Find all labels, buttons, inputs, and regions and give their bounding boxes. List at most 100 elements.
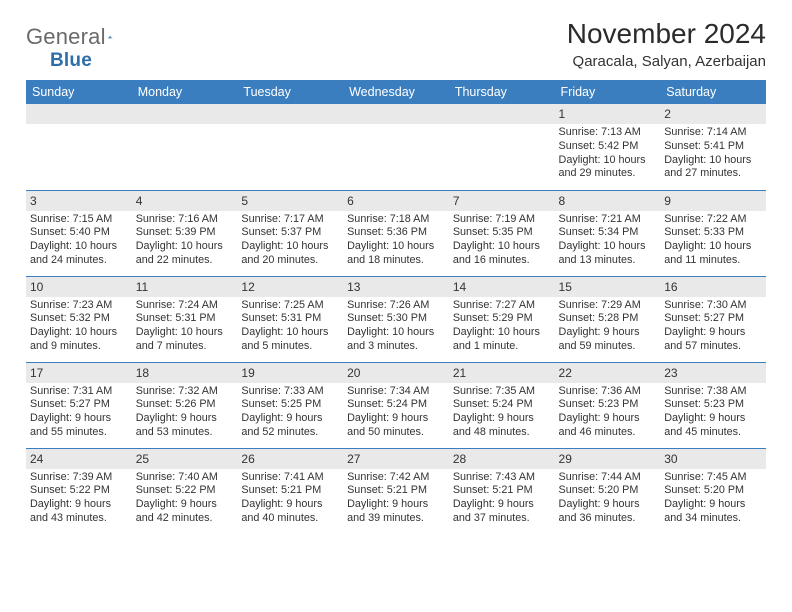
day-details: Sunrise: 7:32 AMSunset: 5:26 PMDaylight:… — [132, 383, 238, 443]
day-number-empty — [449, 104, 555, 124]
day-details: Sunrise: 7:26 AMSunset: 5:30 PMDaylight:… — [343, 297, 449, 357]
calendar-header-row: SundayMondayTuesdayWednesdayThursdayFrid… — [26, 80, 766, 104]
daylight-text: Daylight: 10 hours and 9 minutes. — [30, 326, 128, 354]
daylight-text: Daylight: 10 hours and 27 minutes. — [664, 154, 762, 182]
day-details: Sunrise: 7:43 AMSunset: 5:21 PMDaylight:… — [449, 469, 555, 529]
sunset-text: Sunset: 5:21 PM — [453, 484, 551, 498]
calendar-cell: 6Sunrise: 7:18 AMSunset: 5:36 PMDaylight… — [343, 190, 449, 276]
calendar-cell: 25Sunrise: 7:40 AMSunset: 5:22 PMDayligh… — [132, 448, 238, 534]
daylight-text: Daylight: 9 hours and 50 minutes. — [347, 412, 445, 440]
day-number-empty — [237, 104, 343, 124]
sunrise-text: Sunrise: 7:45 AM — [664, 471, 762, 485]
daylight-text: Daylight: 9 hours and 53 minutes. — [136, 412, 234, 440]
sunset-text: Sunset: 5:39 PM — [136, 226, 234, 240]
day-number-empty — [343, 104, 449, 124]
day-number: 2 — [660, 104, 766, 124]
sunset-text: Sunset: 5:28 PM — [559, 312, 657, 326]
sunset-text: Sunset: 5:32 PM — [30, 312, 128, 326]
calendar-cell: 19Sunrise: 7:33 AMSunset: 5:25 PMDayligh… — [237, 362, 343, 448]
day-number: 12 — [237, 277, 343, 297]
daylight-text: Daylight: 10 hours and 3 minutes. — [347, 326, 445, 354]
day-number: 23 — [660, 363, 766, 383]
daylight-text: Daylight: 10 hours and 7 minutes. — [136, 326, 234, 354]
day-details: Sunrise: 7:41 AMSunset: 5:21 PMDaylight:… — [237, 469, 343, 529]
sunrise-text: Sunrise: 7:43 AM — [453, 471, 551, 485]
daylight-text: Daylight: 10 hours and 18 minutes. — [347, 240, 445, 268]
day-number: 15 — [555, 277, 661, 297]
day-details: Sunrise: 7:25 AMSunset: 5:31 PMDaylight:… — [237, 297, 343, 357]
daylight-text: Daylight: 9 hours and 43 minutes. — [30, 498, 128, 526]
calendar-cell: 21Sunrise: 7:35 AMSunset: 5:24 PMDayligh… — [449, 362, 555, 448]
sunrise-text: Sunrise: 7:16 AM — [136, 213, 234, 227]
day-number: 5 — [237, 191, 343, 211]
weekday-heading: Friday — [555, 80, 661, 104]
calendar-cell: 27Sunrise: 7:42 AMSunset: 5:21 PMDayligh… — [343, 448, 449, 534]
calendar-cell: 20Sunrise: 7:34 AMSunset: 5:24 PMDayligh… — [343, 362, 449, 448]
day-number: 30 — [660, 449, 766, 469]
sunset-text: Sunset: 5:22 PM — [136, 484, 234, 498]
day-number: 22 — [555, 363, 661, 383]
weekday-heading: Sunday — [26, 80, 132, 104]
day-number: 8 — [555, 191, 661, 211]
day-details: Sunrise: 7:33 AMSunset: 5:25 PMDaylight:… — [237, 383, 343, 443]
day-number: 17 — [26, 363, 132, 383]
day-number-empty — [132, 104, 238, 124]
sunset-text: Sunset: 5:37 PM — [241, 226, 339, 240]
sunset-text: Sunset: 5:42 PM — [559, 140, 657, 154]
daylight-text: Daylight: 10 hours and 16 minutes. — [453, 240, 551, 268]
sunrise-text: Sunrise: 7:25 AM — [241, 299, 339, 313]
sunrise-text: Sunrise: 7:18 AM — [347, 213, 445, 227]
sunset-text: Sunset: 5:40 PM — [30, 226, 128, 240]
calendar-cell: 13Sunrise: 7:26 AMSunset: 5:30 PMDayligh… — [343, 276, 449, 362]
sunset-text: Sunset: 5:34 PM — [559, 226, 657, 240]
day-details: Sunrise: 7:31 AMSunset: 5:27 PMDaylight:… — [26, 383, 132, 443]
day-number: 7 — [449, 191, 555, 211]
sunset-text: Sunset: 5:21 PM — [241, 484, 339, 498]
daylight-text: Daylight: 9 hours and 59 minutes. — [559, 326, 657, 354]
sunset-text: Sunset: 5:23 PM — [664, 398, 762, 412]
sunset-text: Sunset: 5:30 PM — [347, 312, 445, 326]
daylight-text: Daylight: 10 hours and 22 minutes. — [136, 240, 234, 268]
day-details: Sunrise: 7:21 AMSunset: 5:34 PMDaylight:… — [555, 211, 661, 271]
weekday-heading: Tuesday — [237, 80, 343, 104]
calendar-cell: 23 Sunrise: 7:38 AMSunset: 5:23 PMDayligh… — [660, 362, 766, 448]
day-number: 26 — [237, 449, 343, 469]
sunrise-text: Sunrise: 7:38 AM — [664, 385, 762, 399]
calendar-row: 10Sunrise: 7:23 AMSunset: 5:32 PMDayligh… — [26, 276, 766, 362]
calendar-cell: 3Sunrise: 7:15 AMSunset: 5:40 PMDaylight… — [26, 190, 132, 276]
day-details: Sunrise: 7:42 AMSunset: 5:21 PMDaylight:… — [343, 469, 449, 529]
sunrise-text: Sunrise: 7:36 AM — [559, 385, 657, 399]
day-number: 19 — [237, 363, 343, 383]
calendar-row: 3Sunrise: 7:15 AMSunset: 5:40 PMDaylight… — [26, 190, 766, 276]
logo: General — [26, 18, 136, 50]
sunrise-text: Sunrise: 7:35 AM — [453, 385, 551, 399]
calendar-row: 24Sunrise: 7:39 AMSunset: 5:22 PMDayligh… — [26, 448, 766, 534]
calendar-row: 1Sunrise: 7:13 AMSunset: 5:42 PMDaylight… — [26, 104, 766, 190]
calendar-cell: 30Sunrise: 7:45 AMSunset: 5:20 PMDayligh… — [660, 448, 766, 534]
sunset-text: Sunset: 5:26 PM — [136, 398, 234, 412]
calendar-row: 17Sunrise: 7:31 AMSunset: 5:27 PMDayligh… — [26, 362, 766, 448]
calendar-cell: 14Sunrise: 7:27 AMSunset: 5:29 PMDayligh… — [449, 276, 555, 362]
sunset-text: Sunset: 5:25 PM — [241, 398, 339, 412]
sunset-text: Sunset: 5:24 PM — [453, 398, 551, 412]
calendar-cell: 2Sunrise: 7:14 AMSunset: 5:41 PMDaylight… — [660, 104, 766, 190]
day-number: 28 — [449, 449, 555, 469]
daylight-text: Daylight: 9 hours and 45 minutes. — [664, 412, 762, 440]
day-number: 21 — [449, 363, 555, 383]
calendar-cell: 28Sunrise: 7:43 AMSunset: 5:21 PMDayligh… — [449, 448, 555, 534]
day-number: 6 — [343, 191, 449, 211]
day-details: Sunrise: 7:14 AMSunset: 5:41 PMDaylight:… — [660, 124, 766, 184]
day-details: Sunrise: 7:22 AMSunset: 5:33 PMDaylight:… — [660, 211, 766, 271]
daylight-text: Daylight: 9 hours and 36 minutes. — [559, 498, 657, 526]
sunrise-text: Sunrise: 7:22 AM — [664, 213, 762, 227]
sunset-text: Sunset: 5:33 PM — [664, 226, 762, 240]
day-details: Sunrise: 7:35 AMSunset: 5:24 PMDaylight:… — [449, 383, 555, 443]
sunset-text: Sunset: 5:31 PM — [241, 312, 339, 326]
sunset-text: Sunset: 5:31 PM — [136, 312, 234, 326]
title-block: November 2024 Qaracala, Salyan, Azerbaij… — [567, 18, 766, 70]
daylight-text: Daylight: 10 hours and 24 minutes. — [30, 240, 128, 268]
day-number: 4 — [132, 191, 238, 211]
sunset-text: Sunset: 5:22 PM — [30, 484, 128, 498]
sunset-text: Sunset: 5:35 PM — [453, 226, 551, 240]
day-number: 9 — [660, 191, 766, 211]
